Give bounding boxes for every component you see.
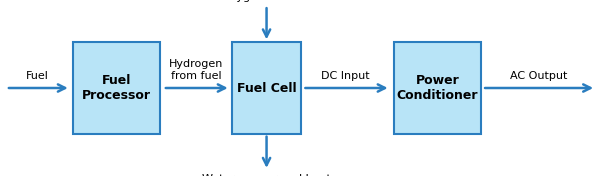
Text: Fuel: Fuel — [26, 71, 49, 81]
FancyBboxPatch shape — [232, 42, 301, 134]
Text: Fuel Cell: Fuel Cell — [237, 81, 297, 95]
FancyBboxPatch shape — [394, 42, 480, 134]
Text: AC Output: AC Output — [510, 71, 568, 81]
Text: Oxygen from air: Oxygen from air — [221, 0, 312, 2]
Text: DC Input: DC Input — [321, 71, 370, 81]
Text: Power
Conditioner: Power Conditioner — [397, 74, 478, 102]
Text: Water vapour and heat: Water vapour and heat — [202, 174, 331, 176]
FancyBboxPatch shape — [74, 42, 161, 134]
Text: Hydrogen
from fuel: Hydrogen from fuel — [170, 59, 223, 81]
Text: Fuel
Processor: Fuel Processor — [82, 74, 152, 102]
